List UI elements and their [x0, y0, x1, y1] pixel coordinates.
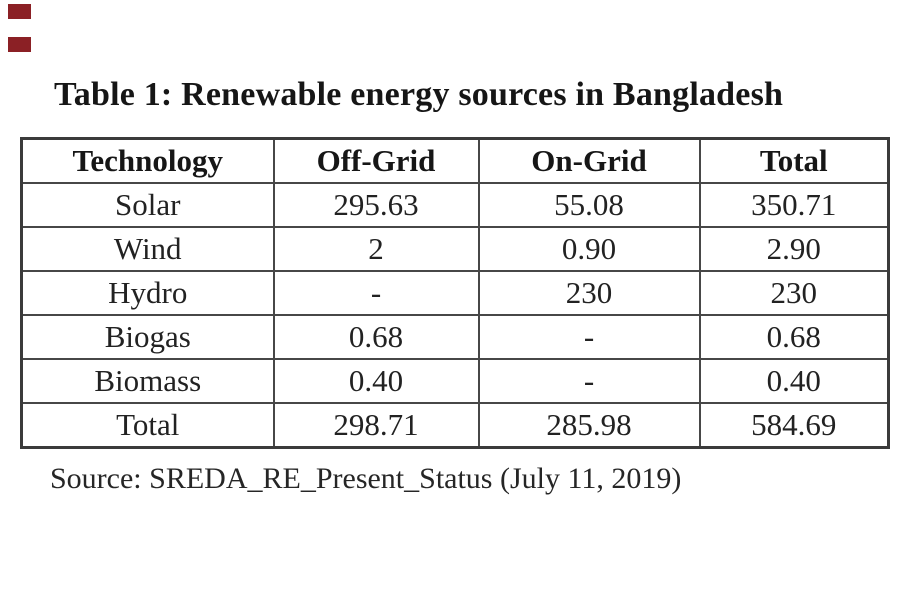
cell-on-grid: -	[477, 314, 701, 360]
cell-total: 230	[698, 270, 890, 316]
cell-off-grid: 2	[272, 226, 480, 272]
table-row-solar: Solar 295.63 55.08 350.71	[20, 182, 890, 228]
cell-on-grid: 55.08	[477, 182, 701, 228]
table-title: Table 1: Renewable energy sources in Ban…	[54, 76, 784, 113]
cell-on-grid: -	[477, 358, 701, 404]
table-row-biogas: Biogas 0.68 - 0.68	[20, 314, 890, 360]
cell-off-grid: 298.71	[272, 402, 480, 449]
cell-total: 0.40	[698, 358, 890, 404]
cell-off-grid: 0.40	[272, 358, 480, 404]
cell-on-grid: 285.98	[477, 402, 701, 449]
red-corner-mark	[8, 37, 31, 52]
cell-technology: Solar	[20, 182, 275, 228]
cell-total: 0.68	[698, 314, 890, 360]
header-technology: Technology	[20, 137, 275, 184]
header-total: Total	[698, 137, 890, 184]
header-on-grid: On-Grid	[477, 137, 701, 184]
cell-technology: Hydro	[20, 270, 275, 316]
cell-total: 584.69	[698, 402, 890, 449]
table-row-hydro: Hydro - 230 230	[20, 270, 890, 316]
red-corner-mark	[8, 4, 31, 19]
table-header-row: Technology Off-Grid On-Grid Total	[20, 137, 890, 184]
header-off-grid: Off-Grid	[272, 137, 480, 184]
table-row-total: Total 298.71 285.98 584.69	[20, 402, 890, 449]
cell-technology: Biogas	[20, 314, 275, 360]
source-note: Source: SREDA_RE_Present_Status (July 11…	[50, 462, 682, 495]
table-row-wind: Wind 2 0.90 2.90	[20, 226, 890, 272]
cell-on-grid: 230	[477, 270, 701, 316]
cell-total: 2.90	[698, 226, 890, 272]
cell-off-grid: 0.68	[272, 314, 480, 360]
cell-off-grid: -	[272, 270, 480, 316]
cell-technology: Wind	[20, 226, 275, 272]
renewable-energy-table: Technology Off-Grid On-Grid Total Solar …	[20, 137, 890, 449]
cell-total: 350.71	[698, 182, 890, 228]
cell-off-grid: 295.63	[272, 182, 480, 228]
cell-technology: Biomass	[20, 358, 275, 404]
table-row-biomass: Biomass 0.40 - 0.40	[20, 358, 890, 404]
cell-technology: Total	[20, 402, 275, 449]
cell-on-grid: 0.90	[477, 226, 701, 272]
